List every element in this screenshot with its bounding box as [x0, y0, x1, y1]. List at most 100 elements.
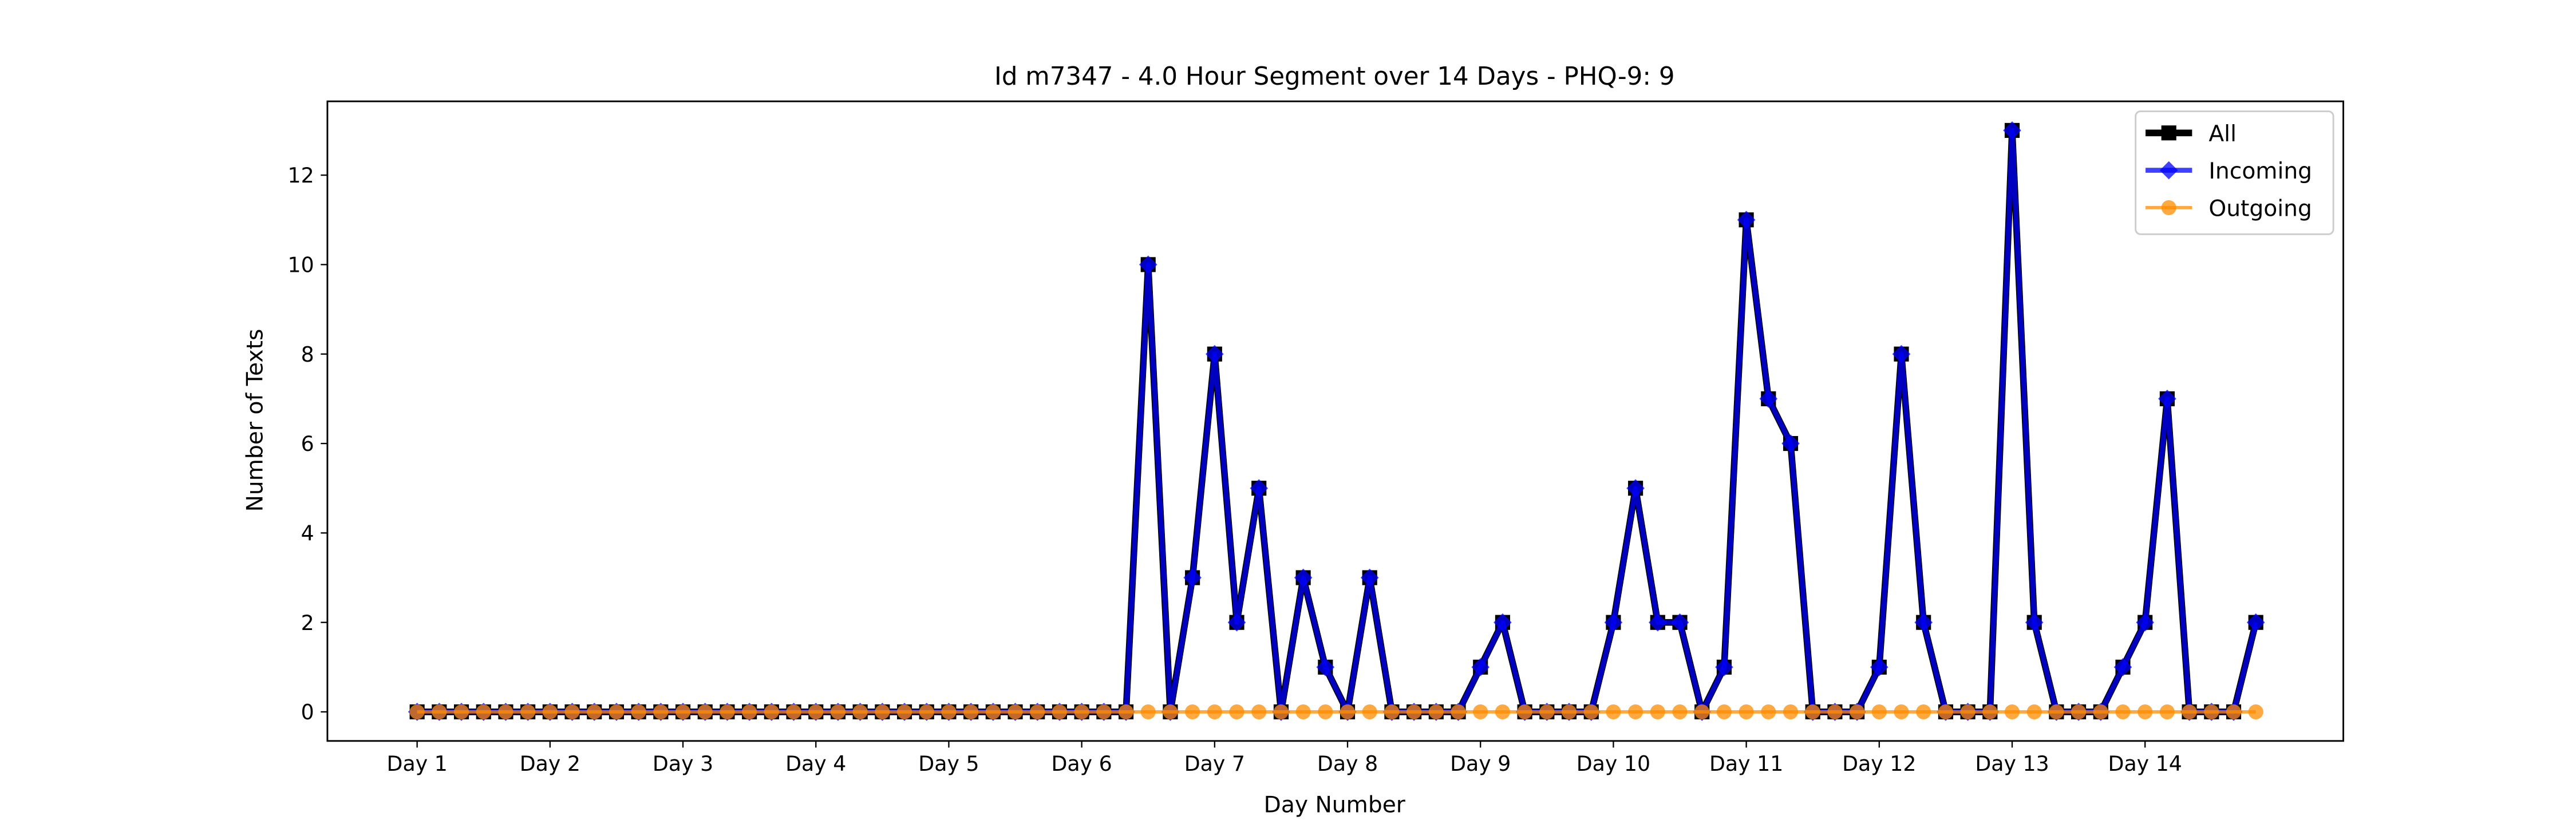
data-point	[1473, 704, 1488, 720]
data-point	[564, 704, 580, 720]
data-point	[2138, 704, 2153, 720]
data-point	[2004, 704, 2020, 720]
data-point	[2071, 704, 2087, 720]
data-point	[675, 704, 691, 720]
x-tick-label: Day 11	[1709, 751, 1783, 776]
data-point	[2136, 613, 2155, 632]
data-point	[498, 704, 513, 720]
data-point	[1139, 255, 1157, 274]
data-point	[1494, 613, 1512, 632]
data-point	[1914, 613, 1933, 632]
data-point	[409, 704, 425, 720]
y-tick-label: 8	[301, 342, 314, 367]
x-tick-label: Day 5	[918, 751, 979, 776]
data-point	[1074, 704, 1089, 720]
data-point	[1850, 704, 1865, 720]
legend-marker	[2161, 125, 2176, 141]
data-point	[1118, 704, 1134, 720]
data-point	[941, 704, 957, 720]
data-point	[1648, 613, 1667, 632]
data-point	[1871, 704, 1887, 720]
data-point	[1360, 568, 1379, 587]
data-point	[1716, 704, 1732, 720]
data-point	[1694, 704, 1710, 720]
data-point	[985, 704, 1001, 720]
data-point	[786, 704, 801, 720]
data-point	[896, 704, 912, 720]
legend-box	[2135, 110, 2334, 235]
x-tick-label: Day 8	[1317, 751, 1378, 776]
data-point	[808, 704, 824, 720]
x-tick-label: Day 9	[1450, 751, 1511, 776]
data-point	[697, 704, 713, 720]
data-point	[1030, 704, 1045, 720]
x-tick-label: Day 3	[653, 751, 713, 776]
data-point	[919, 704, 934, 720]
data-point	[720, 704, 735, 720]
data-point	[1318, 704, 1333, 720]
data-point	[1185, 704, 1200, 720]
plot-frame	[326, 100, 2344, 742]
data-point	[631, 704, 646, 720]
chart-title: Id m7347 - 4.0 Hour Segment over 14 Days…	[994, 62, 1675, 91]
y-tick-label: 10	[288, 252, 314, 277]
data-point	[2182, 704, 2197, 720]
x-tick-label: Day 14	[2108, 751, 2182, 776]
y-tick-label: 6	[301, 431, 314, 456]
data-point	[1604, 613, 1623, 632]
data-point	[1340, 704, 1356, 720]
data-point	[432, 704, 447, 720]
data-point	[609, 704, 625, 720]
data-point	[2226, 704, 2242, 720]
data-point	[1428, 704, 1444, 720]
data-point	[830, 704, 846, 720]
data-point	[1250, 479, 1269, 498]
data-point	[1229, 704, 1244, 720]
legend-marker	[2161, 200, 2176, 215]
data-point	[2115, 704, 2131, 720]
data-point	[1583, 704, 1599, 720]
data-point	[1008, 704, 1023, 720]
data-point	[1938, 704, 1953, 720]
data-point	[1384, 704, 1400, 720]
data-point	[1805, 704, 1820, 720]
y-tick-label: 0	[301, 700, 314, 724]
data-point	[1626, 479, 1645, 498]
data-point	[1362, 704, 1377, 720]
data-point	[1606, 704, 1621, 720]
data-point	[2049, 704, 2064, 720]
data-point	[764, 704, 779, 720]
data-point	[1295, 704, 1311, 720]
data-point	[2026, 704, 2042, 720]
data-point	[1316, 658, 1335, 676]
data-point	[1140, 704, 1156, 720]
data-point	[2248, 704, 2263, 720]
y-tick-label: 2	[301, 611, 314, 635]
data-point	[1982, 704, 1998, 720]
data-point	[1916, 704, 1931, 720]
data-point	[1539, 704, 1555, 720]
data-point	[1783, 704, 1799, 720]
data-point	[1495, 704, 1510, 720]
data-point	[1227, 613, 1246, 632]
data-point	[2158, 390, 2176, 408]
data-point	[1251, 704, 1267, 720]
data-point	[2159, 704, 2175, 720]
x-tick-label: Day 2	[520, 751, 580, 776]
y-tick-label: 4	[301, 521, 314, 545]
legend-label: Outgoing	[2208, 196, 2312, 221]
data-point	[1406, 704, 1422, 720]
x-tick-label: Day 12	[1842, 751, 1916, 776]
data-point	[1294, 568, 1313, 587]
x-tick-label: Day 4	[785, 751, 846, 776]
data-point	[2204, 704, 2219, 720]
data-point	[1650, 704, 1665, 720]
data-point	[1672, 704, 1688, 720]
data-point	[1517, 704, 1532, 720]
data-point	[1737, 211, 1756, 229]
x-axis-label: Day Number	[1264, 793, 1406, 818]
data-point	[963, 704, 979, 720]
y-axis-label: Number of Texts	[243, 329, 268, 512]
data-point	[1761, 704, 1776, 720]
